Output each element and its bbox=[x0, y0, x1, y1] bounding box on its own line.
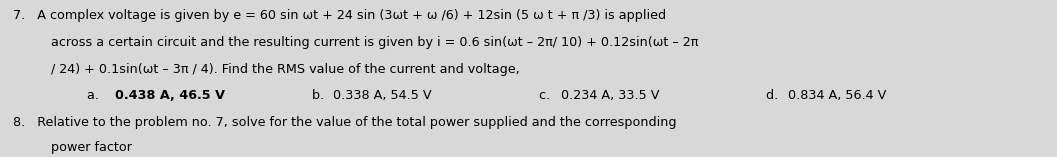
Text: across a certain circuit and the resulting current is given by i = 0.6 sin(ωt – : across a certain circuit and the resulti… bbox=[51, 36, 698, 49]
Text: power factor: power factor bbox=[51, 141, 132, 154]
Text: a.: a. bbox=[87, 89, 107, 102]
Text: d.: d. bbox=[766, 89, 782, 102]
Text: 0.338 A, 54.5 V: 0.338 A, 54.5 V bbox=[333, 89, 432, 102]
Text: b.: b. bbox=[312, 89, 328, 102]
Text: c.: c. bbox=[539, 89, 554, 102]
Text: 8.   Relative to the problem no. 7, solve for the value of the total power suppl: 8. Relative to the problem no. 7, solve … bbox=[13, 116, 676, 129]
Text: 0.834 A, 56.4 V: 0.834 A, 56.4 V bbox=[787, 89, 886, 102]
Text: 7.   A complex voltage is given by e = 60 sin ωt + 24 sin (3ωt + ω /6) + 12sin (: 7. A complex voltage is given by e = 60 … bbox=[13, 9, 666, 22]
Text: 0.234 A, 33.5 V: 0.234 A, 33.5 V bbox=[560, 89, 660, 102]
Text: / 24) + 0.1sin(ωt – 3π / 4). Find the RMS value of the current and voltage,: / 24) + 0.1sin(ωt – 3π / 4). Find the RM… bbox=[51, 63, 519, 76]
Text: 0.438 A, 46.5 V: 0.438 A, 46.5 V bbox=[115, 89, 225, 102]
